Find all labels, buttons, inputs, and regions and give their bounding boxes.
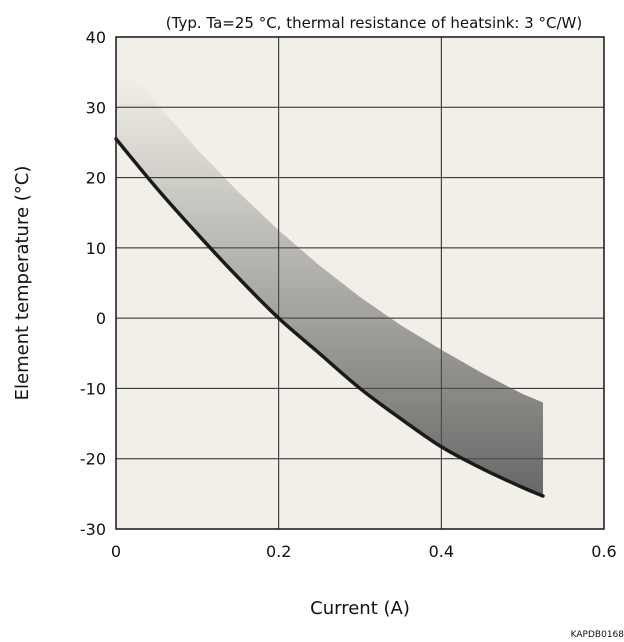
x-axis-label: Current (A)	[310, 598, 410, 619]
y-tick-label: 40	[86, 28, 106, 47]
y-axis-ticks: -30 -20 -10 0 10 20 30 40	[80, 28, 106, 539]
element-temperature-curve	[114, 137, 545, 498]
temperature-spread-band	[116, 54, 543, 496]
x-tick-label: 0	[111, 542, 121, 561]
x-axis-ticks: 0 0.2 0.4 0.6	[111, 542, 617, 561]
y-tick-label: 0	[96, 309, 106, 328]
plot-frame	[115, 36, 605, 530]
chart-title: (Typ. Ta=25 °C, thermal resistance of he…	[166, 14, 582, 32]
y-tick-label: 20	[86, 169, 106, 188]
x-tick-label: 0.4	[429, 542, 454, 561]
y-tick-label: 30	[86, 98, 106, 117]
y-tick-label: -10	[80, 379, 106, 398]
x-tick-label: 0.2	[266, 542, 291, 561]
x-tick-label: 0.6	[591, 542, 616, 561]
y-tick-label: 10	[86, 239, 106, 258]
figure-id: KAPDB0168	[571, 630, 624, 640]
y-tick-label: -20	[80, 450, 106, 469]
y-axis-label: Element temperature (°C)	[12, 166, 33, 401]
y-tick-label: -30	[80, 520, 106, 539]
